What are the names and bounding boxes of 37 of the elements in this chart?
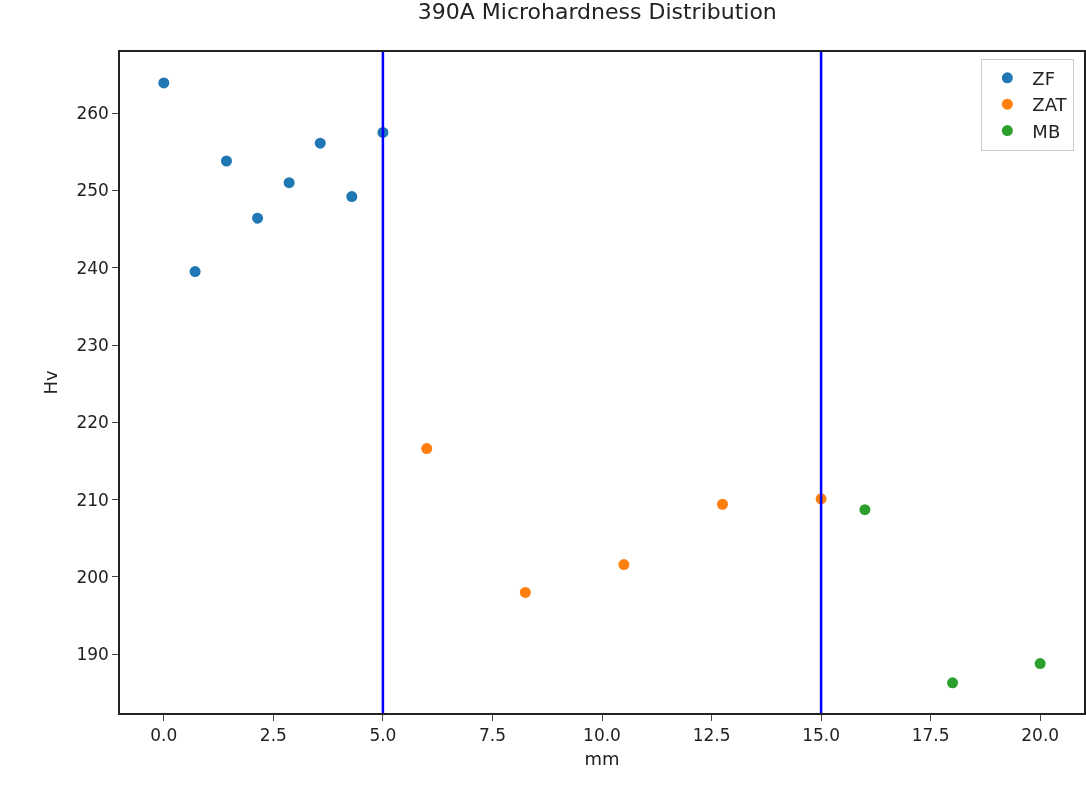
point xyxy=(314,137,326,149)
x-tick-label: 7.5 xyxy=(478,725,506,746)
y-axis-title: Hv xyxy=(40,370,62,395)
x-tick-label: 5.0 xyxy=(369,725,397,746)
x-tick-label: 2.5 xyxy=(259,725,287,746)
point xyxy=(717,498,728,510)
legend-label: MB xyxy=(1032,120,1061,142)
legend-label: ZAT xyxy=(1032,94,1068,116)
x-tick-label: 17.5 xyxy=(911,725,950,746)
y-tick-label: 210 xyxy=(76,489,109,510)
point xyxy=(283,177,295,189)
y-tick-label: 190 xyxy=(76,644,109,665)
legend-label: ZF xyxy=(1032,67,1056,89)
x-tick-label: 10.0 xyxy=(583,725,621,746)
x-tick-label: 15.0 xyxy=(802,725,841,746)
y-tick-label: 260 xyxy=(76,103,109,124)
x-axis-title: mm xyxy=(584,747,620,769)
point xyxy=(189,266,201,278)
point xyxy=(158,77,170,89)
point xyxy=(421,443,433,455)
y-tick-label: 220 xyxy=(76,412,109,433)
point xyxy=(859,504,871,516)
x-tick-label: 12.5 xyxy=(692,725,731,746)
x-tick-label: 20.0 xyxy=(1021,725,1060,746)
point xyxy=(220,155,232,167)
point xyxy=(618,559,630,571)
point xyxy=(346,191,358,203)
point xyxy=(1034,658,1046,670)
point xyxy=(947,677,959,689)
y-tick-label: 250 xyxy=(76,180,109,201)
y-tick-label: 230 xyxy=(76,334,109,355)
point xyxy=(519,586,531,598)
y-tick-label: 240 xyxy=(76,257,109,278)
y-tick-label: 200 xyxy=(76,566,109,587)
chart-title: 390A Microhardness Distribution xyxy=(417,0,777,25)
point xyxy=(252,212,264,224)
x-tick-label: 0.0 xyxy=(150,725,178,746)
